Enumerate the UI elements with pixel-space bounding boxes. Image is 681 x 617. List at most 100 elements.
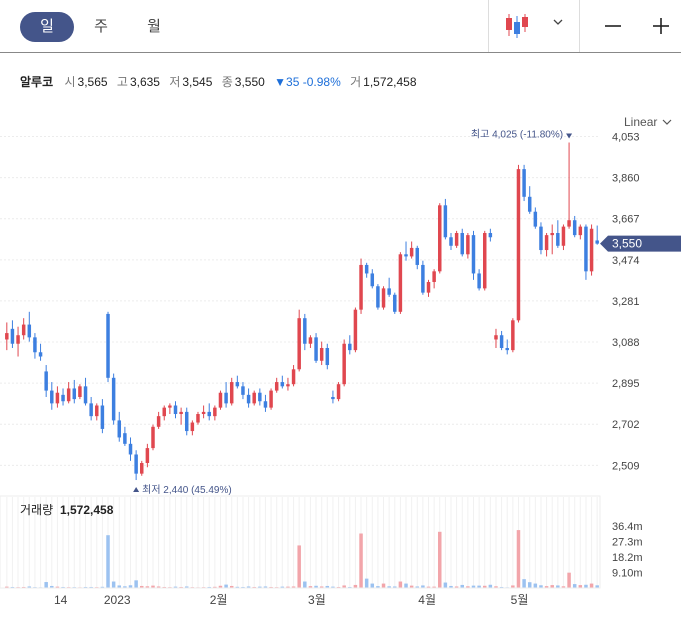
volume-bar — [398, 581, 403, 588]
volume-panel — [0, 495, 601, 589]
price-tick-label: 3,667 — [612, 214, 640, 226]
candle — [258, 388, 262, 406]
volume-bar — [421, 585, 425, 588]
candle — [505, 339, 509, 355]
volume-bar — [578, 585, 583, 588]
candle — [364, 262, 369, 278]
candle — [522, 164, 526, 202]
volume-bar — [308, 586, 313, 588]
candle — [511, 318, 515, 353]
volume-bar — [584, 584, 588, 588]
candle — [50, 382, 54, 410]
candle — [134, 450, 138, 481]
candle — [241, 382, 245, 400]
volume-bar — [314, 585, 318, 588]
volume-bar — [263, 586, 268, 588]
volume-bar — [319, 586, 324, 588]
x-axis-label: 3월 — [308, 593, 326, 607]
candle — [196, 411, 200, 425]
candle — [269, 388, 273, 410]
candle — [471, 230, 476, 280]
candle — [16, 326, 20, 357]
candle — [342, 339, 346, 387]
candle — [61, 388, 65, 406]
volume-bar — [556, 585, 560, 588]
volume-bar — [348, 586, 352, 588]
volume-bar — [162, 586, 166, 588]
volume-bar — [21, 586, 26, 588]
volume-bar — [404, 583, 408, 588]
volume-bar — [241, 586, 245, 588]
candle — [544, 233, 549, 257]
minus-icon[interactable] — [598, 12, 628, 40]
close-value: 3,550 — [234, 75, 265, 89]
stock-name: 알루코 — [20, 75, 54, 89]
volume-bar — [61, 586, 65, 588]
volume-bar — [516, 530, 521, 588]
candle — [190, 420, 195, 436]
volume-bar — [111, 581, 116, 588]
volume-bar — [589, 583, 594, 588]
volume-bar — [527, 582, 532, 588]
candle — [331, 390, 335, 404]
volume-bar — [364, 578, 369, 588]
x-axis-label: 5월 — [511, 593, 529, 607]
volume-bar — [438, 531, 442, 588]
volume-bar — [544, 586, 549, 588]
volume-bar — [426, 586, 431, 588]
candle — [117, 411, 122, 442]
candle — [409, 241, 414, 259]
scale-selector[interactable]: Linear — [624, 115, 673, 129]
candle — [297, 309, 301, 372]
volume-bar — [432, 586, 436, 588]
volume-bar — [151, 585, 155, 588]
candle — [27, 311, 32, 342]
candle — [246, 388, 251, 408]
volume-bar — [477, 585, 481, 588]
candle — [66, 382, 71, 404]
candle — [494, 328, 498, 348]
candle — [128, 437, 133, 461]
candle — [421, 260, 425, 295]
candle — [151, 424, 155, 451]
volume-bar — [5, 586, 9, 588]
volume-bar — [466, 586, 470, 588]
top-toolbar: 일 주 월 — [0, 0, 681, 53]
candle — [499, 330, 504, 351]
price-tick-label: 4,053 — [612, 132, 640, 144]
tab-weekly[interactable]: 주 — [94, 18, 108, 35]
tab-monthly[interactable]: 월 — [147, 18, 161, 35]
volume-bar — [134, 580, 138, 588]
candle — [106, 311, 110, 383]
candle — [319, 341, 324, 366]
volume-bar — [145, 586, 150, 588]
volume-bar — [499, 586, 504, 588]
candle — [235, 375, 240, 389]
candle — [449, 233, 453, 251]
tab-daily[interactable]: 일 — [20, 12, 74, 42]
price-tick-label: 3,281 — [612, 296, 640, 308]
volume-bar — [572, 584, 577, 588]
price-tick-label: 3,860 — [612, 173, 640, 185]
chevron-down-icon — [662, 119, 672, 125]
candle — [477, 269, 481, 291]
candle — [539, 222, 543, 255]
volume-bar — [488, 584, 493, 588]
volume-bar — [409, 585, 414, 588]
chart-type-selector[interactable] — [488, 0, 580, 52]
stock-summary: 알루코 시 3,565 고 3,635 저 3,545 종 3,550 ▼35 -0.9… — [20, 73, 423, 90]
candle — [55, 386, 60, 408]
candle — [567, 142, 571, 229]
volume-bar — [140, 585, 144, 588]
price-tick-label: 2,702 — [612, 419, 640, 431]
volume-tick-label: 18.2m — [612, 552, 643, 564]
volume-bar — [297, 545, 301, 588]
volume-bar — [269, 586, 273, 588]
plus-icon[interactable] — [646, 12, 676, 40]
candle — [443, 198, 448, 240]
x-axis-label: 14 — [54, 593, 68, 607]
candle — [482, 230, 487, 291]
candle — [184, 407, 189, 436]
candle — [353, 307, 358, 353]
